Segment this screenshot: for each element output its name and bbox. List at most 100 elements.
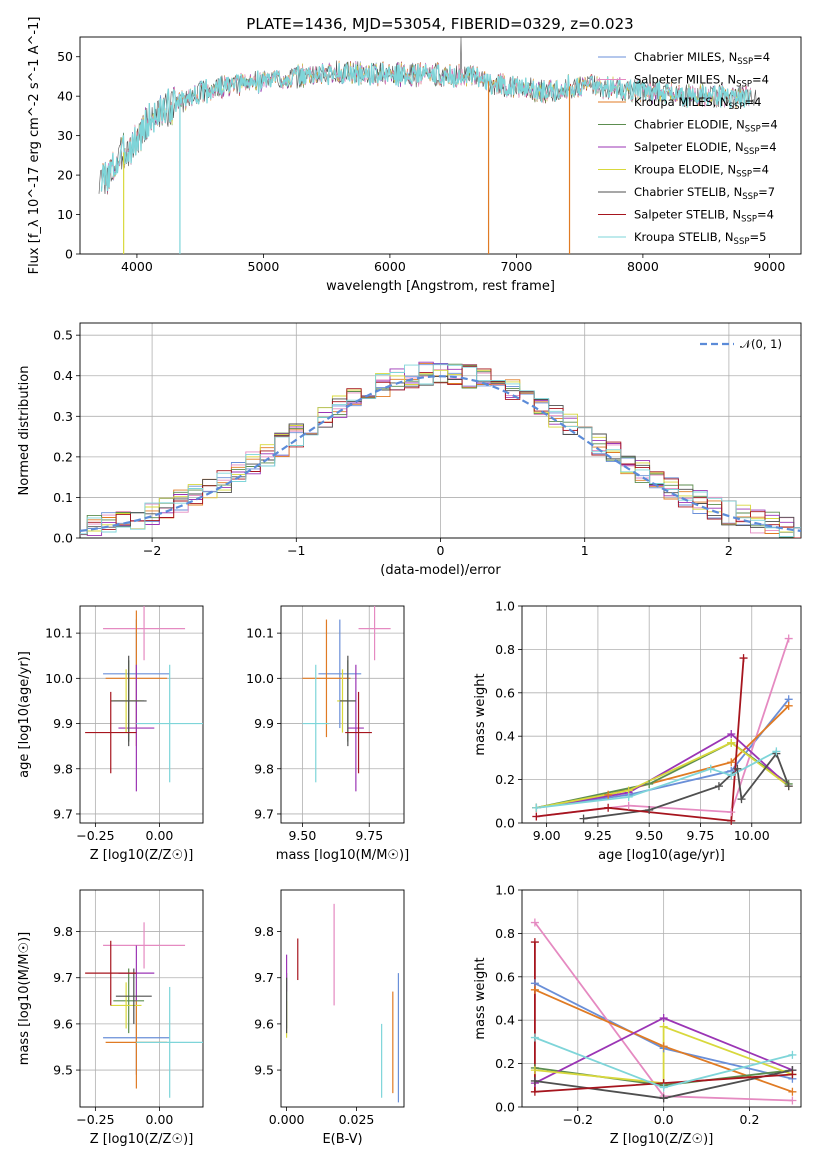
weight_vs_Z-ytick-label-1: 0.2 — [495, 1056, 515, 1071]
weight_vs_Z-line-5 — [534, 1025, 793, 1085]
weight_vs_age-xtick-label-2: 9.50 — [635, 828, 663, 843]
residual_histogram-ytick-label-1: 0.1 — [53, 490, 73, 505]
spectrum-xtick-label-4: 8000 — [627, 259, 659, 274]
legend-label-main-6: Chabrier STELIB, N — [634, 185, 742, 199]
legend-label-end-8: =5 — [749, 230, 766, 244]
mass_vs_Z-ytick-label-2: 9.7 — [53, 970, 73, 985]
spectrum-ylabel: Flux [f_λ 10^-17 erg cm^-2 s^-1 A^-1] — [27, 17, 42, 275]
legend-label-3: Chabrier ELODIE, NSSP=4 — [634, 118, 778, 135]
legend-label-end-2: =4 — [744, 95, 761, 109]
mass_vs_ebv-xtick-label-1: 0.025 — [339, 1112, 375, 1127]
legend-label-2: Kroupa MILES, NSSP=4 — [634, 95, 761, 112]
legend-label-1: Salpeter MILES, NSSP=4 — [634, 73, 769, 90]
mass_vs_Z-panel: −0.25 0.00 9.5 9.6 9.7 9.8 Z [log10(Z/Z☉)] mass… — [17, 889, 204, 1147]
weight_vs_age-marker-8-2 — [706, 764, 715, 773]
weight_vs_age-ytick-label-1: 0.2 — [495, 772, 515, 787]
histogram-series-4 — [80, 361, 801, 536]
weight_vs_Z-marker-7-1 — [530, 1087, 539, 1096]
spectrum-ytick-label-0: 0 — [65, 247, 73, 262]
weight_vs_age-panel: 9.00 9.25 9.50 9.75 10.00 0.0 0.2 0.4 0.6 0.8 1.0 a… — [473, 599, 802, 863]
spectrum-xtick-label-2: 6000 — [374, 259, 406, 274]
age_vs_mass-xlabel: mass [log10(M/M☉)] — [276, 848, 409, 863]
mass_vs_Z-xtick-label-0: −0.25 — [76, 1112, 114, 1127]
weight_vs_age-ytick-label-3: 0.6 — [495, 685, 515, 700]
spectrum-plot-area — [98, 37, 757, 254]
legend-label-end-5: =4 — [752, 163, 769, 177]
weight_vs_age-ytick-label-0: 0.0 — [495, 816, 515, 831]
legend-label-sub-3: SSP — [745, 125, 761, 135]
age_vs_Z-ytick-label-4: 10.1 — [45, 626, 73, 641]
residual_histogram-xtick-label-0: −2 — [143, 543, 161, 558]
legend-label-8: Kroupa STELIB, NSSP=5 — [634, 230, 766, 247]
residual_histogram-plot-area — [80, 361, 801, 538]
legend-label-main-5: Kroupa ELODIE, N — [634, 163, 736, 177]
legend-label-main-3: Chabrier ELODIE, N — [634, 118, 745, 132]
weight_vs_Z-ytick-label-0: 0.0 — [495, 1100, 515, 1115]
legend-label-end-7: =4 — [757, 208, 774, 222]
legend-label-end-4: =4 — [760, 140, 777, 154]
residual_histogram-ylabel: Normed distribution — [17, 366, 32, 496]
weight_vs_age-marker-4-2 — [727, 730, 736, 739]
weight_vs_age-frame — [521, 605, 802, 824]
residual_histogram-ytick-label-4: 0.4 — [53, 368, 73, 383]
age_vs_mass-ytick-label-4: 10.1 — [246, 626, 274, 641]
legend-label-end-3: =4 — [761, 118, 778, 132]
legend-label-6: Chabrier STELIB, NSSP=7 — [634, 185, 775, 202]
histogram-series-0 — [80, 363, 801, 536]
normal-legend-label: 𝒩(0, 1) — [740, 337, 782, 351]
legend-label-main-7: Salpeter STELIB, N — [634, 208, 741, 222]
age_vs_Z-ylabel: age [log10(age/yr)] — [17, 651, 32, 778]
weight_vs_age-ylabel: mass weight — [473, 673, 488, 755]
weight_vs_Z-marker-7-0 — [530, 938, 539, 947]
age_vs_mass-ytick-label-1: 9.8 — [254, 761, 274, 776]
legend-label-sub-5: SSP — [736, 170, 752, 180]
weight_vs_Z-marker-1-0 — [530, 918, 539, 927]
mass_vs_ebv-frame — [280, 889, 405, 1108]
mass_vs_Z-ytick-label-3: 9.8 — [53, 924, 73, 939]
weight_vs_age-marker-6-3 — [733, 764, 742, 773]
legend-label-main-1: Salpeter MILES, N — [634, 73, 736, 87]
weight_vs_Z-ytick-label-3: 0.6 — [495, 969, 515, 984]
weight_vs_age-marker-6-0 — [579, 814, 588, 823]
weight_vs_Z-marker-1-2 — [788, 1096, 797, 1105]
legend-label-main-4: Salpeter ELODIE, N — [634, 140, 744, 154]
legend-label-sub-2: SSP — [729, 102, 745, 112]
weight_vs_Z-marker-5-0 — [530, 1066, 539, 1075]
legend-label-main-2: Kroupa MILES, N — [634, 95, 729, 109]
weight_vs_age-marker-2-2 — [727, 758, 736, 767]
weight_vs_age-xtick-label-3: 9.75 — [687, 828, 715, 843]
residual_histogram-xtick-label-2: 0 — [437, 543, 445, 558]
mass_vs_ebv-ytick-label-1: 9.6 — [254, 1016, 274, 1031]
residual_histogram-panel: −2 −1 0 1 2 0.0 0.1 0.2 0.3 0.4 0.5 (data-model)/er… — [17, 322, 802, 578]
legend-label-7: Salpeter STELIB, NSSP=4 — [634, 208, 774, 225]
weight_vs_age-xtick-label-4: 10.00 — [734, 828, 770, 843]
legend-label-0: Chabrier MILES, NSSP=4 — [634, 50, 770, 67]
weight_vs_Z-marker-8-0 — [530, 1033, 539, 1042]
weight_vs_age-marker-8-0 — [532, 803, 541, 812]
legend-label-end-0: =4 — [753, 50, 770, 64]
weight_vs_age-marker-8-1 — [624, 792, 633, 801]
residual_histogram-ytick-label-2: 0.2 — [53, 449, 73, 464]
mass_vs_ebv-ytick-label-0: 9.5 — [254, 1063, 274, 1078]
legend-label-sub-8: SSP — [734, 237, 750, 247]
mass_vs_Z-xlabel: Z [log10(Z/Z☉)] — [90, 1132, 194, 1147]
weight_vs_age-marker-6-1 — [645, 805, 654, 814]
age_vs_mass-plot-area — [302, 606, 391, 792]
residual_histogram-ytick-label-0: 0.0 — [53, 531, 73, 546]
spectrum-panel: 4000 5000 6000 7000 8000 9000 0 10 20 30 40 50 wavel… — [27, 17, 802, 294]
weight_vs_age-marker-3-1 — [645, 779, 654, 788]
weight_vs_Z-xtick-label-1: 0.0 — [654, 1112, 674, 1127]
legend-label-sub-1: SSP — [736, 80, 752, 90]
weight_vs_age-xlabel: age [log10(age/yr)] — [598, 848, 725, 863]
weight_vs_Z-marker-5-2 — [659, 1022, 668, 1031]
weight_vs_Z-marker-6-1 — [659, 1094, 668, 1103]
age_vs_Z-frame — [79, 605, 204, 824]
weight_vs_Z-xtick-label-2: 0.2 — [740, 1112, 760, 1127]
weight_vs_Z-marker-7-3 — [788, 1070, 797, 1079]
weight_vs_age-marker-8-3 — [727, 771, 736, 780]
mass_vs_Z-xtick-label-1: 0.00 — [146, 1112, 174, 1127]
legend-label-5: Kroupa ELODIE, NSSP=4 — [634, 163, 769, 180]
mass_vs_Z-ytick-label-0: 9.5 — [53, 1063, 73, 1078]
